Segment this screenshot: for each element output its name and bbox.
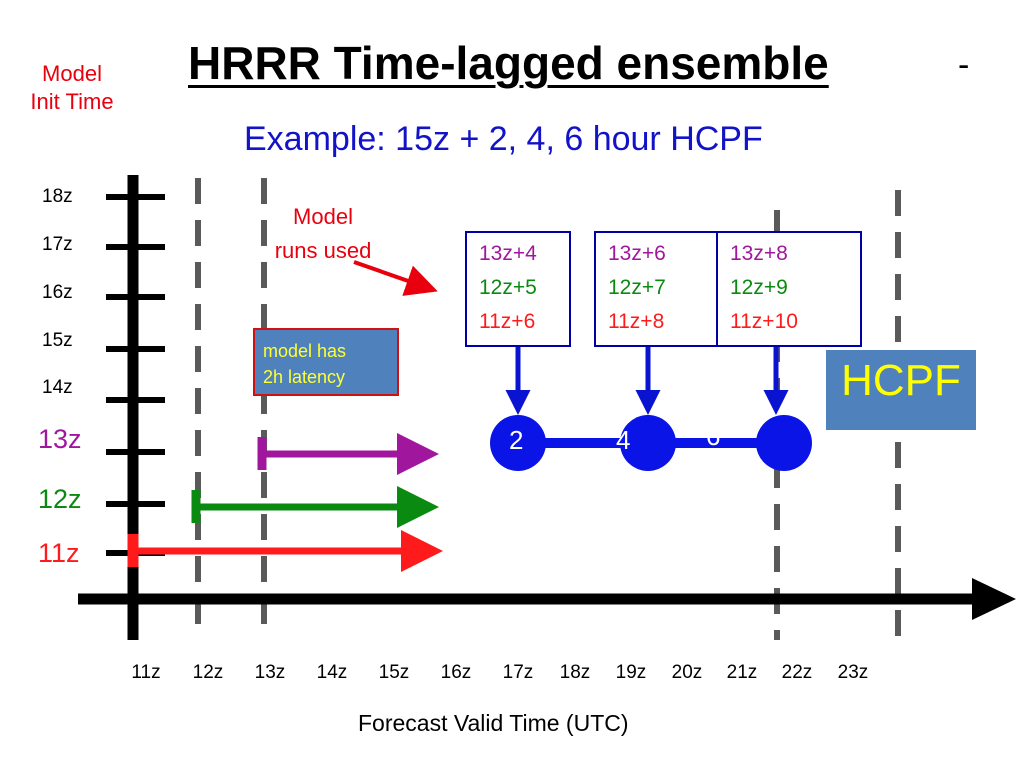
y-tick-label: 17z — [42, 234, 73, 255]
combo-13z: 13z+8 — [730, 242, 788, 265]
runs-used-label: Model runs used — [274, 204, 372, 263]
x-tick-label: 21z — [726, 662, 758, 683]
latency-note-line2: 2h latency — [263, 367, 346, 387]
x-tick-label: 12z — [192, 662, 224, 683]
combo-12z: 12z+5 — [479, 276, 537, 299]
combo-box-4h: 13z+6 12z+7 11z+8 — [594, 231, 718, 347]
latency-note: model has 2h latency — [263, 338, 346, 390]
combo-11z: 11z+6 — [479, 310, 536, 333]
y-tick-label-12z: 12z — [38, 484, 82, 514]
x-tick-label: 14z — [316, 662, 348, 683]
x-tick-label: 13z — [254, 662, 286, 683]
node-4 — [620, 415, 676, 471]
title-suffix: - — [958, 46, 970, 84]
x-tick-label: 23z — [837, 662, 869, 683]
page-title: HRRR Time-lagged ensemble — [188, 37, 829, 89]
node-label-6: 6 — [706, 421, 721, 451]
x-tick-label: 19z — [615, 662, 647, 683]
y-tick-label: 14z — [42, 377, 73, 398]
latency-note-box — [253, 328, 399, 396]
x-tick-label: 16z — [440, 662, 472, 683]
combo-11z: 11z+10 — [730, 310, 798, 333]
y-tick-label: 18z — [42, 186, 73, 207]
y-tick-label-11z: 11z — [38, 538, 80, 568]
node-6 — [756, 415, 812, 471]
xaxis-title: Forecast Valid Time (UTC) — [358, 710, 629, 736]
subtitle: Example: 15z + 2, 4, 6 hour HCPF — [244, 120, 763, 158]
node-2 — [490, 415, 546, 471]
node-label-4: 4 — [616, 425, 631, 455]
combo-13z: 13z+6 — [608, 242, 666, 265]
combo-12z: 12z+9 — [730, 276, 788, 299]
combo-13z: 13z+4 — [479, 242, 537, 265]
y-tick-label-13z: 13z — [38, 424, 82, 454]
x-tick-label: 18z — [559, 662, 591, 683]
hcpf-box — [826, 350, 976, 430]
runs-pointer-arrow — [353, 260, 438, 296]
y-tick-label: 15z — [42, 330, 73, 351]
x-tick-label: 22z — [781, 662, 813, 683]
combo-12z: 12z+7 — [608, 276, 666, 299]
x-tick-label: 20z — [671, 662, 703, 683]
latency-note-line1: model has — [263, 341, 347, 361]
combo-11z: 11z+8 — [608, 310, 665, 333]
combo-box-6h: 13z+8 12z+9 11z+10 — [716, 231, 862, 347]
combo-box-2h: 13z+4 12z+5 11z+6 — [465, 231, 571, 347]
node-label-2: 2 — [509, 425, 524, 455]
x-axis-arrow-icon — [972, 578, 1016, 620]
x-tick-label: 17z — [502, 662, 534, 683]
x-tick-label: 11z — [131, 662, 161, 683]
hcpf-label: HCPF — [841, 356, 961, 405]
y-tick-label: 16z — [42, 282, 73, 303]
x-tick-label: 15z — [378, 662, 410, 683]
yaxis-title: Model Init Time — [30, 61, 114, 114]
